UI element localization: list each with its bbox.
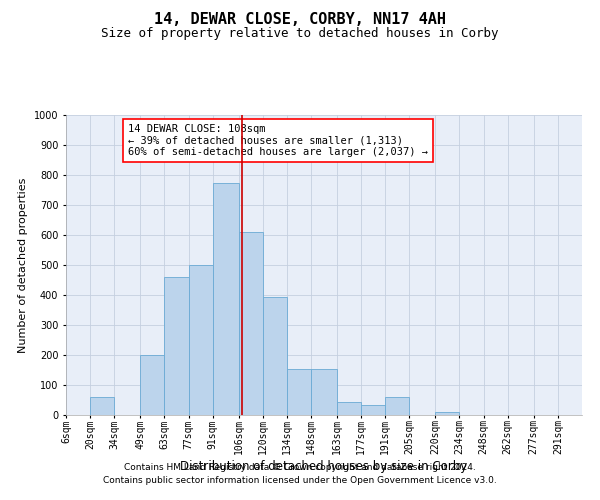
Bar: [188, 265, 212, 415]
Y-axis label: Number of detached properties: Number of detached properties: [19, 178, 28, 352]
Bar: [287, 368, 311, 415]
Bar: [90, 397, 115, 415]
Bar: [311, 368, 337, 415]
Bar: [337, 402, 361, 415]
Text: Size of property relative to detached houses in Corby: Size of property relative to detached ho…: [101, 28, 499, 40]
Bar: [140, 355, 164, 415]
Bar: [436, 412, 460, 415]
Text: Contains HM Land Registry data © Crown copyright and database right 2024.: Contains HM Land Registry data © Crown c…: [124, 464, 476, 472]
Text: 14 DEWAR CLOSE: 108sqm
← 39% of detached houses are smaller (1,313)
60% of semi-: 14 DEWAR CLOSE: 108sqm ← 39% of detached…: [128, 124, 428, 157]
Bar: [361, 404, 385, 415]
Text: Contains public sector information licensed under the Open Government Licence v3: Contains public sector information licen…: [103, 476, 497, 485]
Text: 14, DEWAR CLOSE, CORBY, NN17 4AH: 14, DEWAR CLOSE, CORBY, NN17 4AH: [154, 12, 446, 28]
X-axis label: Distribution of detached houses by size in Corby: Distribution of detached houses by size …: [181, 460, 467, 473]
Bar: [385, 397, 409, 415]
Bar: [164, 277, 188, 415]
Bar: [239, 232, 263, 415]
Bar: [263, 296, 287, 415]
Bar: [212, 182, 239, 415]
